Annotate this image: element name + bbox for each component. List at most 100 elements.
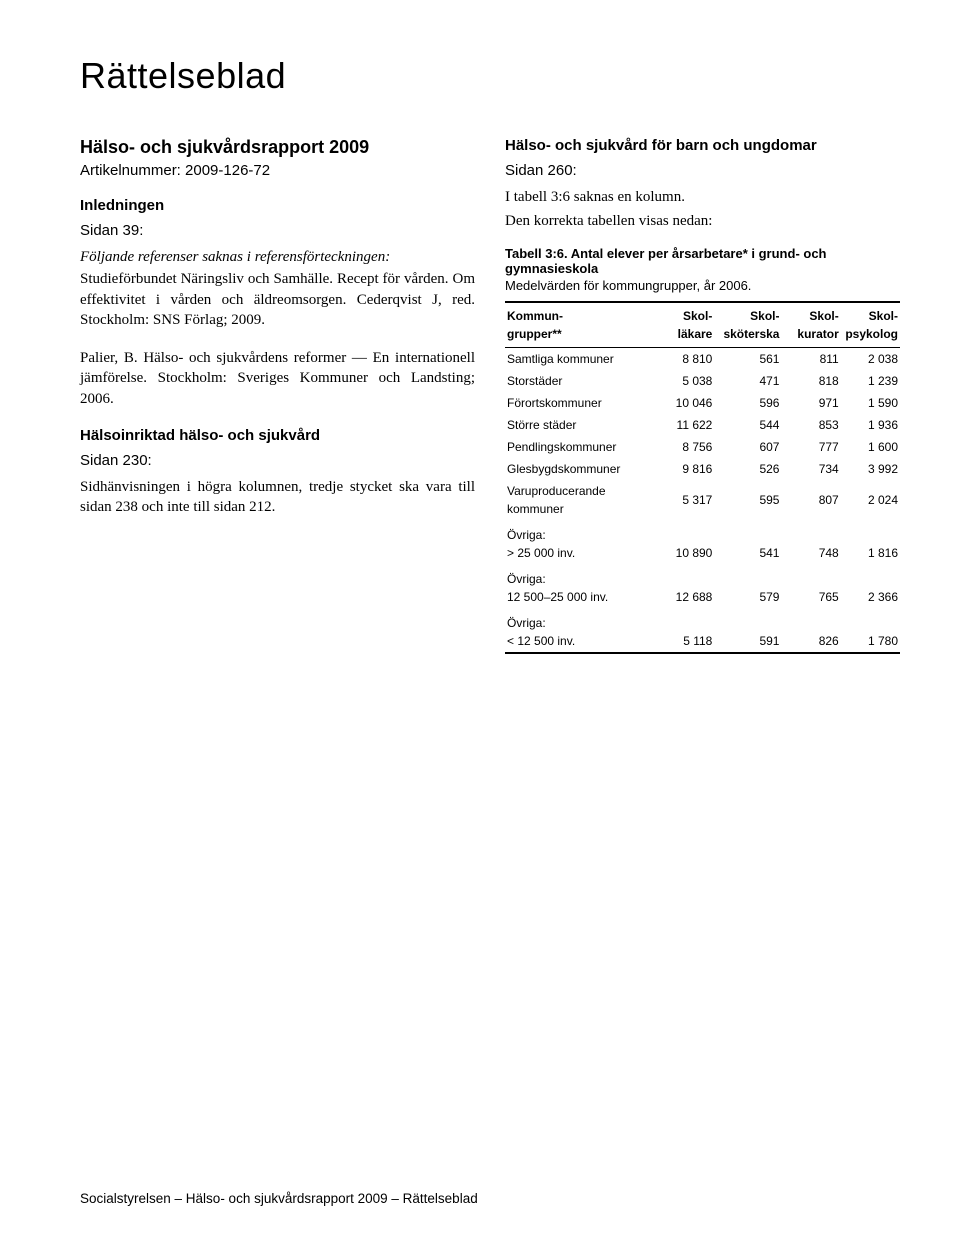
row-label: Samtliga kommuner [505, 347, 655, 370]
row-value: 734 [781, 458, 840, 480]
missing-column-note: I tabell 3:6 saknas en kolumn. [505, 187, 900, 207]
col-header-kommungrupper-l1: Kommun- [507, 309, 563, 323]
table-body: Samtliga kommuner8 8105618112 038Storstä… [505, 347, 900, 653]
table-subtitle: Medelvärden för kommungrupper, år 2006. [505, 278, 900, 293]
row-label: Glesbygdskommuner [505, 458, 655, 480]
row-value: 1 816 [841, 520, 900, 564]
page: Rättelseblad Hälso- och sjukvårdsrapport… [0, 0, 960, 1246]
table-row: Storstäder5 0384718181 239 [505, 370, 900, 392]
page-ref-260: Sidan 260: [505, 162, 900, 179]
sec2-body: Sidhänvisningen i högra kolumnen, tredje… [80, 477, 475, 518]
row-value: 1 600 [841, 436, 900, 458]
row-value: 10 890 [655, 520, 714, 564]
row-value: 544 [714, 414, 781, 436]
col-header-skolpsykolog-l1: Skol- [869, 309, 898, 323]
row-value: 807 [781, 480, 840, 520]
row-value: 826 [781, 608, 840, 653]
col-header-kommungrupper: Kommun- grupper** [505, 302, 655, 348]
row-value: 1 590 [841, 392, 900, 414]
correct-table-note: Den korrekta tabellen visas nedan: [505, 211, 900, 231]
row-value: 1 239 [841, 370, 900, 392]
reference-2: Palier, B. Hälso- och sjukvårdens reform… [80, 348, 475, 409]
col-header-skolkurator: Skol- kurator [781, 302, 840, 348]
table-row: Pendlingskommuner8 7566077771 600 [505, 436, 900, 458]
two-column-layout: Hälso- och sjukvårdsrapport 2009 Artikel… [80, 137, 900, 654]
table-row: Övriga:12 500–25 000 inv.12 6885797652 3… [505, 564, 900, 608]
row-value: 541 [714, 520, 781, 564]
row-value: 561 [714, 347, 781, 370]
row-value: 596 [714, 392, 781, 414]
report-title: Hälso- och sjukvårdsrapport 2009 [80, 137, 475, 158]
table-row: Varuproducerande kommuner5 3175958072 02… [505, 480, 900, 520]
row-value: 811 [781, 347, 840, 370]
row-value: 748 [781, 520, 840, 564]
row-value: 607 [714, 436, 781, 458]
row-value: 1 936 [841, 414, 900, 436]
page-footer: Socialstyrelsen – Hälso- och sjukvårdsra… [80, 1191, 478, 1206]
row-value: 818 [781, 370, 840, 392]
row-label: Större städer [505, 414, 655, 436]
section-heading-inledningen: Inledningen [80, 197, 475, 214]
table-row: Glesbygdskommuner9 8165267343 992 [505, 458, 900, 480]
row-label: Storstäder [505, 370, 655, 392]
col-header-skollakare-l1: Skol- [683, 309, 712, 323]
row-value: 9 816 [655, 458, 714, 480]
table-header-row: Kommun- grupper** Skol- läkare Skol- skö… [505, 302, 900, 348]
row-label: Pendlingskommuner [505, 436, 655, 458]
section-heading-barn: Hälso- och sjukvård för barn och ungdoma… [505, 137, 900, 154]
references-intro: Följande referenser saknas i referensför… [80, 247, 475, 267]
row-value: 3 992 [841, 458, 900, 480]
row-value: 1 780 [841, 608, 900, 653]
table-3-6: Kommun- grupper** Skol- läkare Skol- skö… [505, 301, 900, 654]
article-number: Artikelnummer: 2009-126-72 [80, 162, 475, 179]
col-header-skolpsykolog: Skol- psykolog [841, 302, 900, 348]
table-head: Kommun- grupper** Skol- läkare Skol- skö… [505, 302, 900, 348]
table-row: Övriga:> 25 000 inv.10 8905417481 816 [505, 520, 900, 564]
table-row: Samtliga kommuner8 8105618112 038 [505, 347, 900, 370]
document-title: Rättelseblad [80, 55, 900, 97]
row-label: Övriga:12 500–25 000 inv. [505, 564, 655, 608]
row-label: Övriga:< 12 500 inv. [505, 608, 655, 653]
col-header-skolkurator-l1: Skol- [809, 309, 838, 323]
row-value: 11 622 [655, 414, 714, 436]
right-column: Hälso- och sjukvård för barn och ungdoma… [505, 137, 900, 654]
row-value: 765 [781, 564, 840, 608]
col-header-kommungrupper-l2: grupper** [507, 327, 562, 341]
row-value: 2 366 [841, 564, 900, 608]
reference-1: Studieförbundet Näringsliv och Samhälle.… [80, 269, 475, 330]
col-header-skolkurator-l2: kurator [797, 327, 838, 341]
table-title: Tabell 3:6. Antal elever per årsarbetare… [505, 246, 900, 276]
col-header-skolskoterska-l2: sköterska [723, 327, 779, 341]
row-value: 8 810 [655, 347, 714, 370]
row-value: 10 046 [655, 392, 714, 414]
row-label: Övriga:> 25 000 inv. [505, 520, 655, 564]
row-value: 8 756 [655, 436, 714, 458]
row-label: Varuproducerande kommuner [505, 480, 655, 520]
row-label: Förortskommuner [505, 392, 655, 414]
col-header-skolskoterska: Skol- sköterska [714, 302, 781, 348]
col-header-skolskoterska-l1: Skol- [750, 309, 779, 323]
left-column: Hälso- och sjukvårdsrapport 2009 Artikel… [80, 137, 475, 654]
row-value: 579 [714, 564, 781, 608]
col-header-skolpsykolog-l2: psykolog [845, 327, 898, 341]
table-row: Övriga:< 12 500 inv.5 1185918261 780 [505, 608, 900, 653]
section-heading-halsoinriktad: Hälsoinriktad hälso- och sjukvård [80, 427, 475, 444]
row-value: 5 038 [655, 370, 714, 392]
page-ref-39: Sidan 39: [80, 222, 475, 239]
row-value: 12 688 [655, 564, 714, 608]
row-value: 595 [714, 480, 781, 520]
row-value: 591 [714, 608, 781, 653]
row-value: 971 [781, 392, 840, 414]
table-row: Förortskommuner10 0465969711 590 [505, 392, 900, 414]
row-value: 2 024 [841, 480, 900, 520]
row-value: 526 [714, 458, 781, 480]
col-header-skollakare: Skol- läkare [655, 302, 714, 348]
row-value: 853 [781, 414, 840, 436]
page-ref-230: Sidan 230: [80, 452, 475, 469]
row-value: 777 [781, 436, 840, 458]
row-value: 471 [714, 370, 781, 392]
row-value: 2 038 [841, 347, 900, 370]
col-header-skollakare-l2: läkare [678, 327, 713, 341]
row-value: 5 317 [655, 480, 714, 520]
row-value: 5 118 [655, 608, 714, 653]
